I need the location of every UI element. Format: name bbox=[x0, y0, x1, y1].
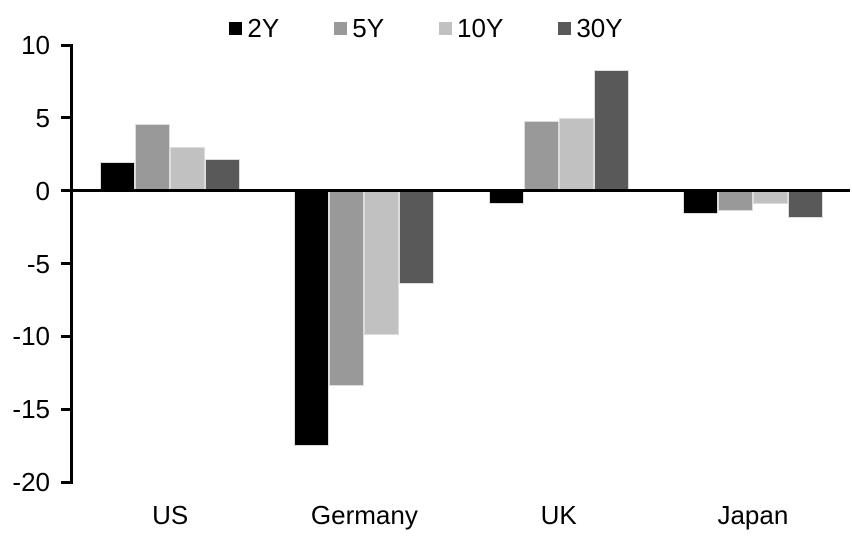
legend-item-10y: 10Y bbox=[439, 15, 503, 41]
bar-germany-2y bbox=[294, 190, 330, 446]
x-axis-label-us: US bbox=[152, 500, 189, 530]
legend-item-2y: 2Y bbox=[229, 15, 279, 41]
y-axis-tick bbox=[61, 334, 70, 338]
bar-germany-5y bbox=[329, 190, 365, 386]
y-axis-line bbox=[70, 43, 73, 484]
legend-label: 10Y bbox=[457, 13, 504, 43]
bar-uk-10y bbox=[558, 117, 594, 191]
bar-japan-2y bbox=[682, 190, 718, 214]
y-axis-tick bbox=[61, 116, 70, 120]
legend-swatch-2y bbox=[229, 21, 243, 35]
y-axis-tick-label: 10 bbox=[21, 30, 50, 60]
zero-baseline bbox=[70, 189, 850, 193]
bar-japan-5y bbox=[717, 190, 753, 212]
legend-label: 30Y bbox=[576, 13, 623, 43]
y-axis-tick-label: 0 bbox=[35, 175, 50, 206]
bar-germany-30y bbox=[399, 190, 435, 284]
legend-swatch-5y bbox=[334, 21, 348, 35]
legend-item-30y: 30Y bbox=[558, 13, 623, 43]
bar-uk-2y bbox=[488, 190, 524, 204]
y-axis-tick bbox=[61, 262, 70, 265]
y-axis-tick-label: -15 bbox=[12, 394, 50, 425]
y-axis-tick-label: -5 bbox=[26, 248, 50, 279]
y-axis-tick bbox=[61, 43, 70, 47]
x-axis-label-japan: Japan bbox=[717, 500, 789, 530]
legend-label: 2Y bbox=[247, 13, 280, 43]
bar-uk-5y bbox=[523, 120, 559, 191]
bar-us-2y bbox=[100, 161, 136, 191]
legend-label: 5Y bbox=[352, 13, 385, 43]
x-axis-label-germany: Germany bbox=[310, 500, 418, 530]
y-axis-tick bbox=[61, 480, 70, 484]
y-axis-tick bbox=[61, 189, 70, 193]
bar-uk-30y bbox=[593, 69, 629, 191]
y-axis-tick-label: 5 bbox=[35, 102, 50, 133]
bar-japan-30y bbox=[787, 190, 823, 219]
legend-swatch-30y bbox=[558, 21, 572, 35]
legend-swatch-10y bbox=[439, 21, 453, 35]
bar-japan-10y bbox=[752, 190, 788, 204]
y-axis-tick-label: -10 bbox=[12, 321, 50, 352]
legend-item-5y: 5Y bbox=[334, 15, 384, 41]
chart-legend: 2Y 5Y 10Y 30Y bbox=[0, 15, 852, 41]
bar-us-5y bbox=[135, 123, 171, 191]
y-axis-tick bbox=[61, 407, 70, 411]
bar-us-30y bbox=[205, 158, 241, 191]
bar-us-10y bbox=[170, 146, 206, 191]
x-axis-label-uk: UK bbox=[540, 500, 577, 530]
y-axis-tick-label: -20 bbox=[12, 467, 50, 497]
bar-germany-10y bbox=[364, 190, 400, 335]
